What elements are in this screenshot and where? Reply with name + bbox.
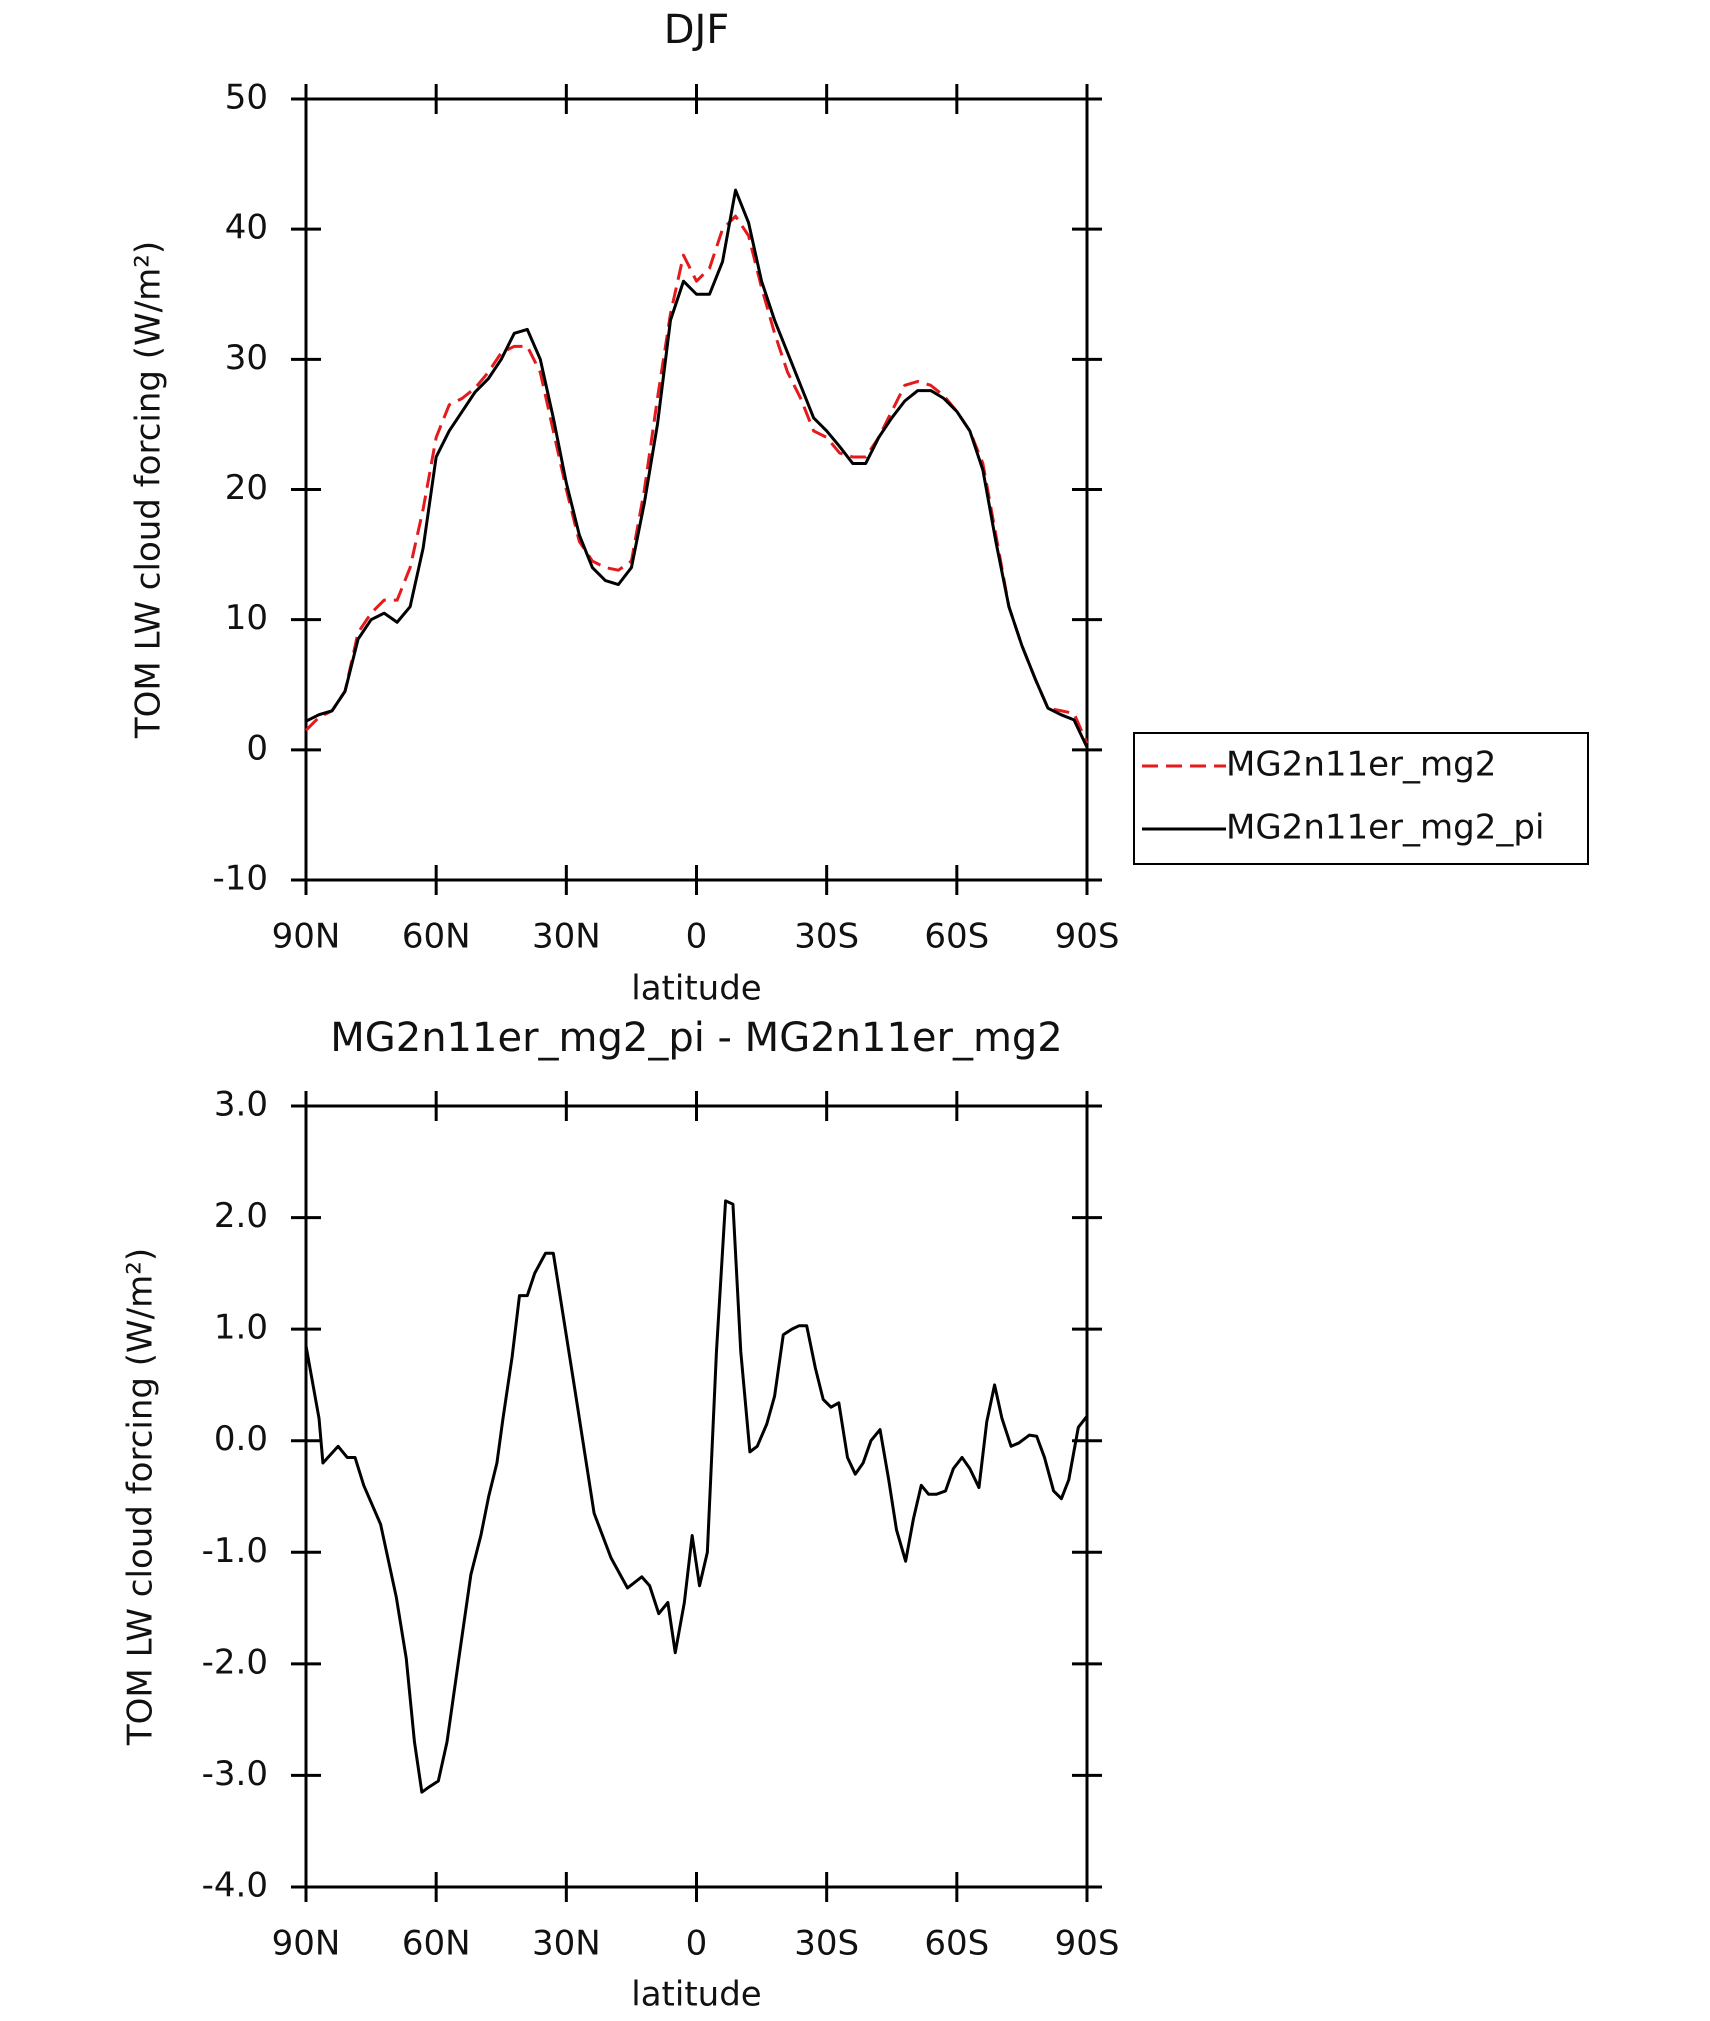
x-tick-label: 30N [532, 917, 601, 957]
data-line [304, 214, 1089, 744]
y-axis-label: TOM LW cloud forcing (W/m²) [129, 241, 169, 739]
x-tick-label: 90N [272, 917, 341, 957]
x-tick-label: 30N [532, 1924, 601, 1964]
y-axis-label: TOM LW cloud forcing (W/m²) [121, 1248, 161, 1746]
y-tick-label: 40 [225, 208, 268, 248]
legend-frame [1133, 732, 1589, 865]
legend-label: MG2n11er_mg2 [1226, 745, 1496, 785]
x-tick-label: 60N [402, 1924, 471, 1964]
y-tick-label: 0 [246, 728, 268, 768]
y-tick-label: 20 [225, 468, 268, 508]
x-axis-label: latitude [631, 1975, 761, 2015]
legend-label: MG2n11er_mg2_pi [1226, 808, 1544, 848]
x-tick-label: 60S [924, 1924, 989, 1964]
x-tick-label: 60S [924, 917, 989, 957]
y-tick-label: 2.0 [214, 1196, 268, 1236]
legend: MG2n11er_mg2 MG2n11er_mg2_pi [1133, 732, 1589, 865]
x-tick-label: 90S [1055, 1924, 1120, 1964]
y-tick-label: 3.0 [214, 1085, 268, 1125]
x-tick-label: 0 [686, 917, 708, 957]
y-tick-label: 10 [225, 598, 268, 638]
x-tick-label: 90S [1055, 917, 1120, 957]
y-tick-label: -1.0 [202, 1531, 268, 1571]
chart-title: DJF [664, 7, 730, 53]
y-tick-label: 30 [225, 338, 268, 378]
plot-frame [304, 97, 1089, 882]
x-tick-label: 30S [794, 917, 859, 957]
data-line [305, 188, 1089, 748]
y-tick-label: -4.0 [202, 1866, 268, 1906]
y-tick-label: -10 [212, 859, 268, 899]
y-tick-label: -2.0 [202, 1642, 268, 1682]
x-axis-label: latitude [631, 969, 761, 1009]
x-tick-label: 0 [686, 1924, 708, 1964]
x-tick-label: 60N [402, 917, 471, 957]
data-line [304, 1199, 1089, 1794]
x-tick-label: 90N [272, 1924, 341, 1964]
y-tick-label: -3.0 [202, 1754, 268, 1794]
chart-title: MG2n11er_mg2_pi - MG2n11er_mg2 [330, 1015, 1063, 1061]
x-tick-label: 30S [794, 1924, 859, 1964]
y-tick-label: 1.0 [214, 1308, 268, 1348]
y-tick-label: 0.0 [214, 1419, 268, 1459]
plot-frame [304, 1104, 1089, 1889]
y-tick-label: 50 [225, 78, 268, 118]
